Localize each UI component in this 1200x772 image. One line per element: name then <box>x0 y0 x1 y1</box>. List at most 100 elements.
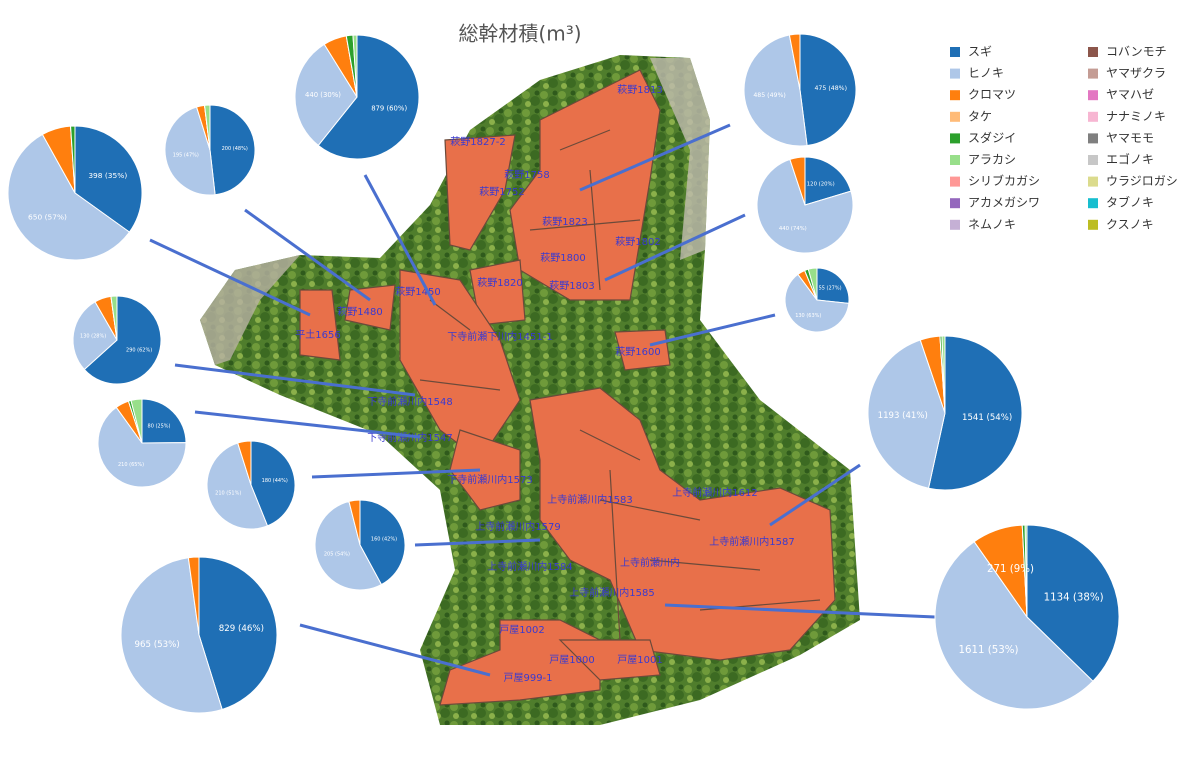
parcel-label: 萩野1450 <box>395 286 440 298</box>
parcel-label: 上寺前瀬川内1579 <box>475 520 560 533</box>
pie-slice <box>120 557 223 714</box>
slice-label: 440 (74%) <box>779 226 807 232</box>
pie-slice <box>237 440 252 486</box>
slice-label: 965 (53%) <box>134 640 179 650</box>
legend-swatch <box>950 47 960 57</box>
slice-label: 290 (62%) <box>126 347 152 353</box>
parcel-shape <box>399 269 521 461</box>
pie-slice <box>816 267 850 304</box>
parcel-shape <box>444 134 516 251</box>
slice-label: 195 (47%) <box>173 153 199 159</box>
pie-slice <box>756 158 854 254</box>
legend-label: ヤマハゼ <box>1106 88 1154 102</box>
slice-label: 1611 (53%) <box>958 645 1018 656</box>
legend-swatch <box>1088 90 1098 101</box>
parcel-labels: 萩野1813 萩野1827-2 萩野1758 萩野1752 萩野1823 萩野1800 萩野… <box>295 84 794 684</box>
parcel-shape <box>344 284 396 331</box>
legend-label: クスノキ <box>1106 217 1154 231</box>
parcel-label: 萩野1758 <box>504 169 549 181</box>
parcel-label: 下寺前瀬川内1548 <box>367 395 452 408</box>
legend-label: ネムノキ <box>968 217 1016 231</box>
parcel-label: 戸屋1000 <box>549 654 594 666</box>
parcel-label: 萩野1600 <box>615 346 660 358</box>
pie-slice <box>83 295 162 385</box>
pie-slice <box>209 104 256 196</box>
pie-slice <box>941 335 946 414</box>
legend-label: エゴノキ <box>1106 152 1154 167</box>
pie-slice <box>72 301 118 371</box>
pie-slice <box>867 339 946 489</box>
pie-slice <box>97 406 187 488</box>
parcel-shape <box>439 619 601 706</box>
legend-swatch <box>950 176 960 187</box>
legend-label: スギ <box>968 45 992 59</box>
pie-slice <box>110 295 118 341</box>
rock-area <box>200 255 300 365</box>
slice-label: 440 (30%) <box>305 91 341 99</box>
legend-swatch <box>1088 155 1098 165</box>
pie-slice <box>74 125 143 233</box>
legend-swatch <box>1088 111 1098 122</box>
pie-slice <box>1024 524 1028 618</box>
slice-label: 1541 (54%) <box>962 413 1012 423</box>
slice-label: 879 (60%) <box>371 104 407 112</box>
pie-slice <box>804 156 852 206</box>
pie-slice <box>1026 524 1120 682</box>
legend-label: スダジイ <box>968 130 1016 145</box>
parcel-label: 萩野1752 <box>479 186 524 198</box>
pie-slice <box>359 499 406 586</box>
parcel-label: 下寺前瀬下川内1451-1 <box>447 330 552 343</box>
slice-label: 180 (44%) <box>262 478 288 484</box>
slice-label: 130 (28%) <box>80 334 106 340</box>
pie-slice <box>204 104 211 151</box>
legend-label: ヒノキ <box>968 66 1004 80</box>
legend-label: ナナミノキ <box>1106 109 1166 123</box>
legend-swatch <box>950 155 960 165</box>
parcel-shape <box>614 329 671 371</box>
leader-line <box>149 238 311 317</box>
pie-slice <box>70 125 76 194</box>
pie-slice <box>743 34 808 147</box>
parcel-label: 平土1656 <box>295 328 340 341</box>
legend-label: ヤマモモ <box>1106 131 1154 145</box>
pie-slice <box>788 33 801 91</box>
pie-slice <box>141 398 187 444</box>
slice-label: 80 (25%) <box>148 423 171 429</box>
slice-label: 485 (49%) <box>753 92 786 99</box>
slice-label: 210 (65%) <box>118 462 144 468</box>
pie-slice <box>198 556 278 711</box>
leader-line <box>244 208 371 302</box>
legend-swatch <box>950 111 960 122</box>
slice-label: 120 (20%) <box>807 181 835 187</box>
pie-slice <box>250 440 296 527</box>
parcel-label: 萩野1823 <box>542 216 587 228</box>
pie-slice <box>130 398 143 444</box>
leader-line <box>649 313 776 347</box>
slice-label: 130 (63%) <box>795 313 821 319</box>
legend-swatch <box>1088 219 1098 230</box>
legend-swatch <box>950 198 960 209</box>
parcels <box>299 69 836 706</box>
pie-slice <box>807 267 818 301</box>
pie-slice <box>348 499 361 546</box>
parcel-label: 萩野1803 <box>549 280 594 292</box>
legend-label: クロマツ <box>968 88 1016 102</box>
parcel-shape <box>529 387 836 661</box>
legend-swatch <box>950 68 960 79</box>
parcel-shape <box>509 69 661 301</box>
pie-slice <box>206 442 269 530</box>
parcel-label: 上寺前瀬川内1584 <box>487 560 572 573</box>
legend-swatch <box>1088 133 1098 144</box>
leader-line <box>604 213 746 282</box>
slice-label: 210 (51%) <box>215 491 241 497</box>
pie-charts: 879 (60%) 440 (30%) 200 (48%) 195 (47%) 398 … <box>7 33 1120 714</box>
parcel-label: 萩野1802 <box>615 236 660 248</box>
pie-slice <box>314 500 383 591</box>
parcel-label: 萩野1800 <box>540 252 585 264</box>
leader-lines <box>149 123 936 677</box>
parcel-label: 上寺前瀬川内 <box>620 556 680 569</box>
leader-line <box>769 463 861 527</box>
parcel-label: 上寺前瀬川内1587 <box>709 535 794 548</box>
